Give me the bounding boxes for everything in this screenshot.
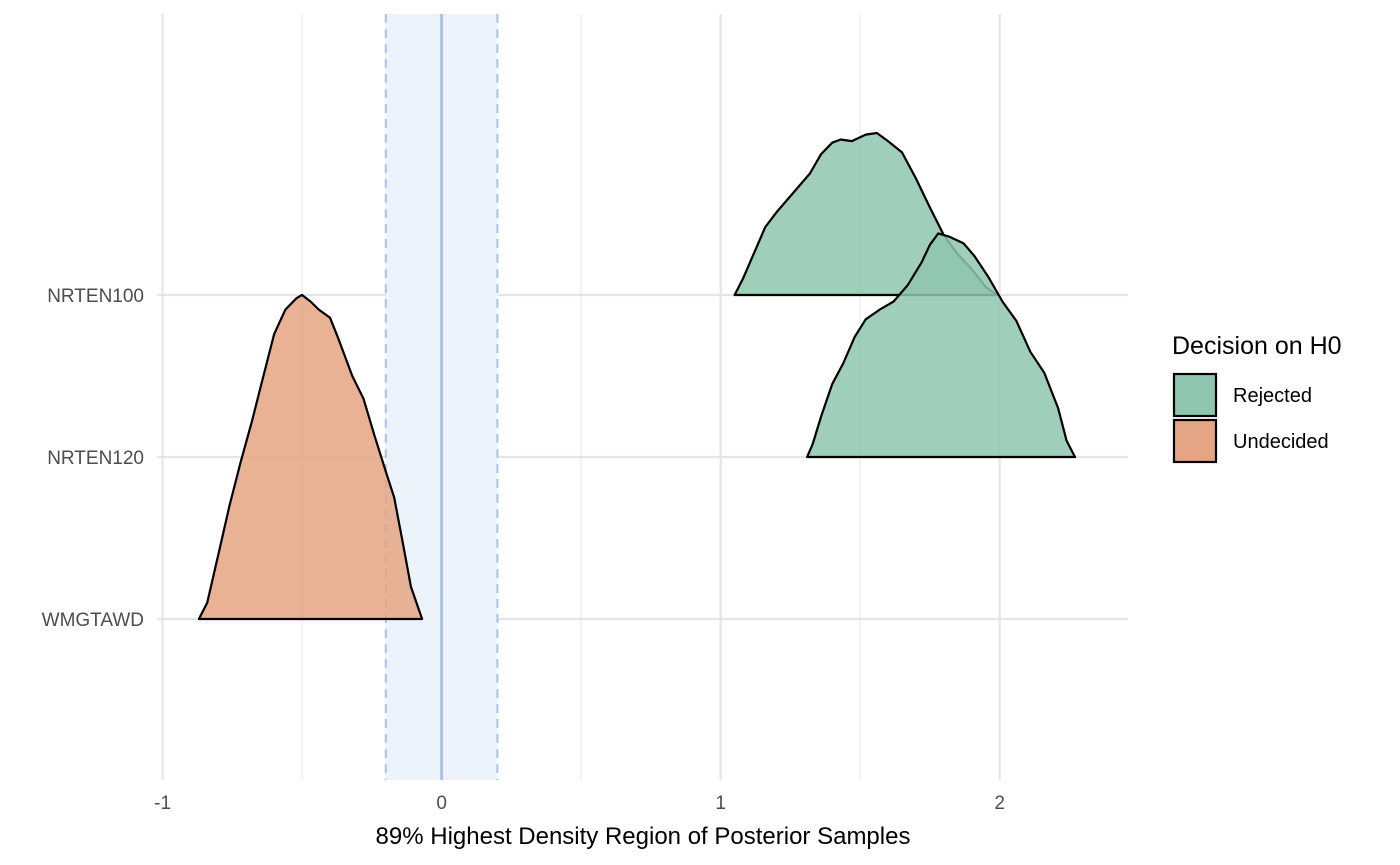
y-tick-label: WMGTAWD bbox=[42, 610, 144, 631]
x-tick-label: 2 bbox=[994, 793, 1005, 814]
x-tick-label: 1 bbox=[715, 793, 726, 814]
x-axis: -1 0 1 2 bbox=[154, 793, 1005, 814]
y-axis: NRTEN100 NRTEN120 WMGTAWD bbox=[42, 286, 144, 631]
legend-label-undecided: Undecided bbox=[1233, 431, 1329, 453]
x-tick-label: 0 bbox=[436, 793, 447, 814]
x-axis-title: 89% Highest Density Region of Posterior … bbox=[376, 823, 911, 850]
y-tick-label: NRTEN100 bbox=[47, 286, 144, 307]
x-tick-label: -1 bbox=[154, 793, 171, 814]
ridges-layer bbox=[197, 131, 1077, 621]
y-tick-label: NRTEN120 bbox=[47, 448, 144, 469]
legend-swatch-undecided bbox=[1172, 418, 1218, 464]
legend-title: Decision on H0 bbox=[1172, 332, 1342, 360]
legend: Decision on H0 Rejected Undecided bbox=[1172, 332, 1342, 464]
density-ridge-nrten120 bbox=[806, 232, 1077, 459]
legend-swatch-rejected bbox=[1172, 372, 1218, 418]
legend-label-rejected: Rejected bbox=[1233, 385, 1312, 407]
rope-layer bbox=[384, 14, 499, 780]
density-ridge-wmgtawd bbox=[197, 293, 424, 621]
